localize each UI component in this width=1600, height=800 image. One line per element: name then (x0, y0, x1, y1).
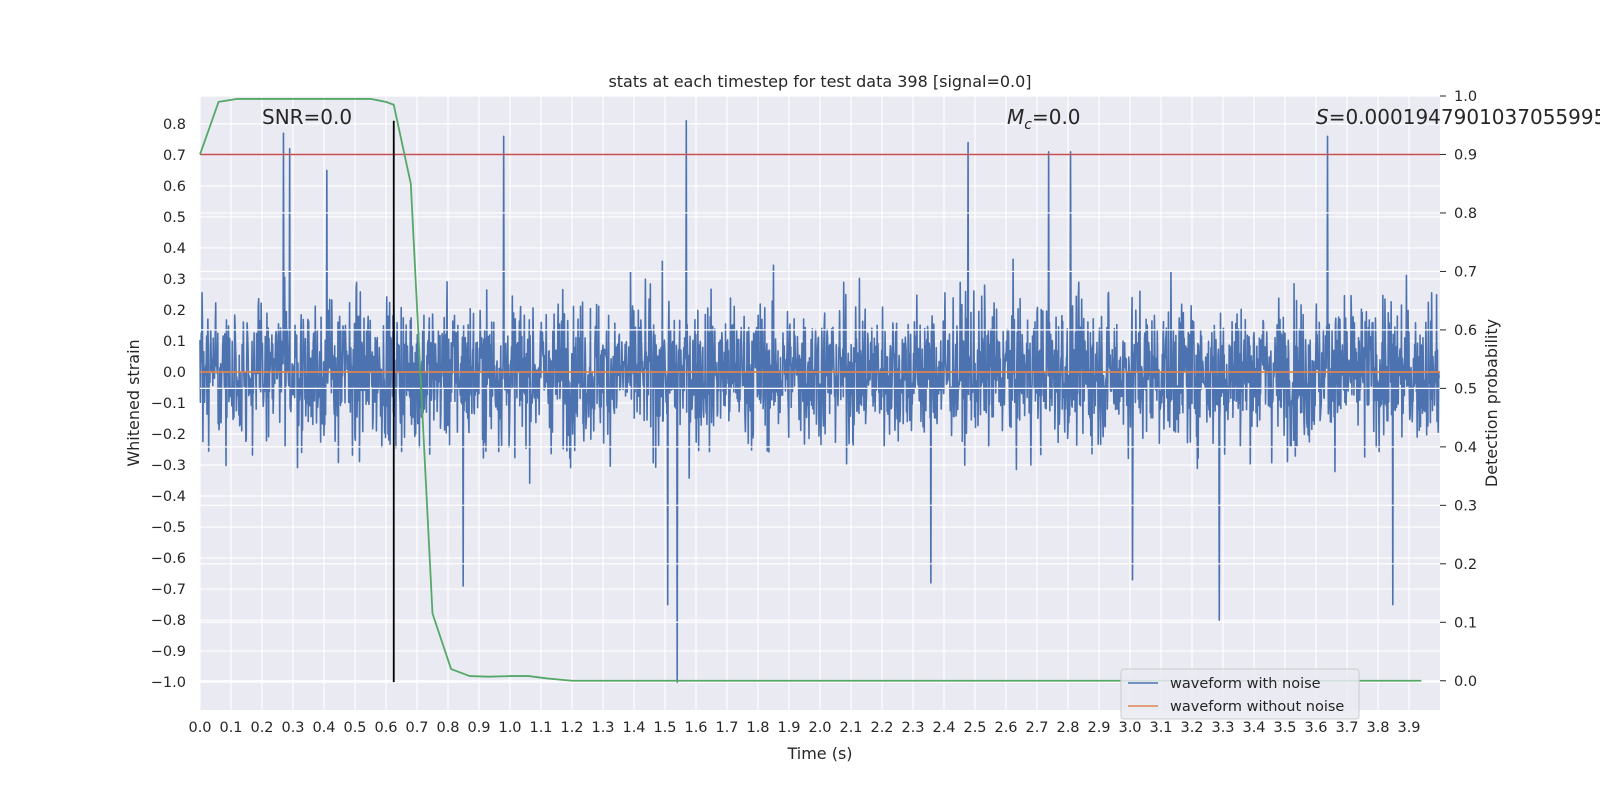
y-tick-label: −0.3 (151, 458, 186, 474)
y2-tick-label: 0.8 (1454, 206, 1477, 222)
y-tick-label: 0.8 (163, 117, 186, 133)
x-tick-label: 1.1 (529, 720, 552, 736)
x-tick-label: 0.6 (374, 720, 397, 736)
x-tick-label: 3.0 (1118, 720, 1141, 736)
s-annotation: S=0.00019479010370559957 (1316, 105, 1600, 129)
x-tick-label: 0.7 (405, 720, 428, 736)
y-tick-label: −0.8 (151, 613, 186, 629)
legend-label-waveform-without-noise: waveform without noise (1170, 699, 1344, 715)
x-tick-label: 1.4 (622, 720, 645, 736)
y2-tick-label: 1.0 (1454, 89, 1477, 105)
x-tick-label: 0.5 (343, 720, 366, 736)
y-tick-label: −0.9 (151, 644, 186, 660)
y-axis-title: Whitened strain (124, 339, 143, 466)
mc-symbol: M (1007, 105, 1024, 129)
legend-label-waveform-with-noise: waveform with noise (1170, 676, 1321, 692)
y-tick-label: −0.1 (151, 396, 186, 412)
y-tick-label: 0.3 (163, 272, 186, 288)
mc-subscript: c (1024, 117, 1032, 133)
mc-annotation: Mc=0.0 (1007, 105, 1081, 133)
s-symbol: S (1316, 105, 1329, 129)
x-tick-label: 0.8 (436, 720, 459, 736)
y-tick-label: 0.7 (163, 148, 186, 164)
x-tick-label: 3.9 (1397, 720, 1420, 736)
x-tick-label: 2.1 (839, 720, 862, 736)
y-tick-label: −0.5 (151, 520, 186, 536)
legend-box (1120, 668, 1360, 720)
y2-tick-label: 0.7 (1454, 264, 1477, 280)
y2-tick-label: 0.6 (1454, 323, 1477, 339)
x-tick-label: 3.5 (1273, 720, 1296, 736)
y-tick-label: 0.4 (163, 241, 186, 257)
x-tick-label: 3.1 (1149, 720, 1172, 736)
x-tick-label: 2.7 (1025, 720, 1048, 736)
x-tick-label: 1.5 (653, 720, 676, 736)
legend: waveform with noise waveform without noi… (1120, 668, 1360, 720)
y2-tick-label: 0.1 (1454, 615, 1477, 631)
y-tick-label: −0.7 (151, 582, 186, 598)
y2-tick-label: 0.3 (1454, 498, 1477, 514)
s-value: =0.00019479010370559957 (1329, 105, 1600, 129)
x-tick-label: 1.3 (591, 720, 614, 736)
x-tick-label: 2.6 (994, 720, 1017, 736)
axis-ticks: 0.0 0.1 0.2 0.3 0.4 0.5 0.6 0.7 0.8 0.9 1.0 1.1 1.2 1… (151, 89, 1477, 736)
x-tick-label: 3.8 (1366, 720, 1389, 736)
x-tick-label: 1.0 (498, 720, 521, 736)
x-tick-label: 1.7 (715, 720, 738, 736)
y2-axis-title: Detection probability (1482, 319, 1501, 487)
x-tick-label: 0.9 (467, 720, 490, 736)
x-tick-label: 2.9 (1087, 720, 1110, 736)
x-tick-label: 2.0 (808, 720, 831, 736)
detection-probability-line (199, 98, 1422, 682)
y2-tick-label: 0.4 (1454, 440, 1477, 456)
y-tick-label: 0.0 (163, 365, 186, 381)
y2-tick-label: 0.0 (1454, 674, 1477, 690)
x-tick-label: 0.0 (188, 720, 211, 736)
y-tick-label: −1.0 (151, 675, 186, 691)
y-tick-label: −0.4 (151, 489, 186, 505)
x-tick-label: 2.8 (1056, 720, 1079, 736)
x-tick-label: 2.3 (901, 720, 924, 736)
y2-tick-label: 0.5 (1454, 381, 1477, 397)
mc-value: =0.0 (1032, 105, 1081, 129)
y-tick-label: 0.5 (163, 210, 186, 226)
x-tick-label: 3.6 (1304, 720, 1327, 736)
x-tick-label: 2.5 (963, 720, 986, 736)
x-tick-label: 0.2 (250, 720, 273, 736)
x-tick-label: 3.2 (1180, 720, 1203, 736)
series-waveform-with-noise (199, 120, 1440, 683)
snr-annotation: SNR=0.0 (262, 105, 352, 129)
y2-tick-label: 0.9 (1454, 147, 1477, 163)
y-tick-label: −0.2 (151, 427, 186, 443)
x-tick-label: 0.1 (219, 720, 242, 736)
waveform-with-noise-line (199, 120, 1440, 683)
y-tick-label: 0.6 (163, 179, 186, 195)
x-tick-label: 0.4 (312, 720, 335, 736)
y-tick-label: 0.2 (163, 303, 186, 319)
x-tick-label: 2.4 (932, 720, 955, 736)
y-tick-label: −0.6 (151, 551, 186, 567)
x-tick-label: 2.2 (870, 720, 893, 736)
x-axis-title: Time (s) (786, 744, 852, 763)
y-tick-label: 0.1 (163, 334, 186, 350)
chart-title: stats at each timestep for test data 398… (608, 72, 1031, 91)
x-tick-label: 3.7 (1335, 720, 1358, 736)
x-tick-label: 1.9 (777, 720, 800, 736)
x-tick-label: 1.8 (746, 720, 769, 736)
x-tick-label: 3.3 (1211, 720, 1234, 736)
y2-tick-label: 0.2 (1454, 557, 1477, 573)
x-tick-label: 3.4 (1242, 720, 1265, 736)
x-tick-label: 1.6 (684, 720, 707, 736)
x-tick-label: 0.3 (281, 720, 304, 736)
x-tick-label: 1.2 (560, 720, 583, 736)
